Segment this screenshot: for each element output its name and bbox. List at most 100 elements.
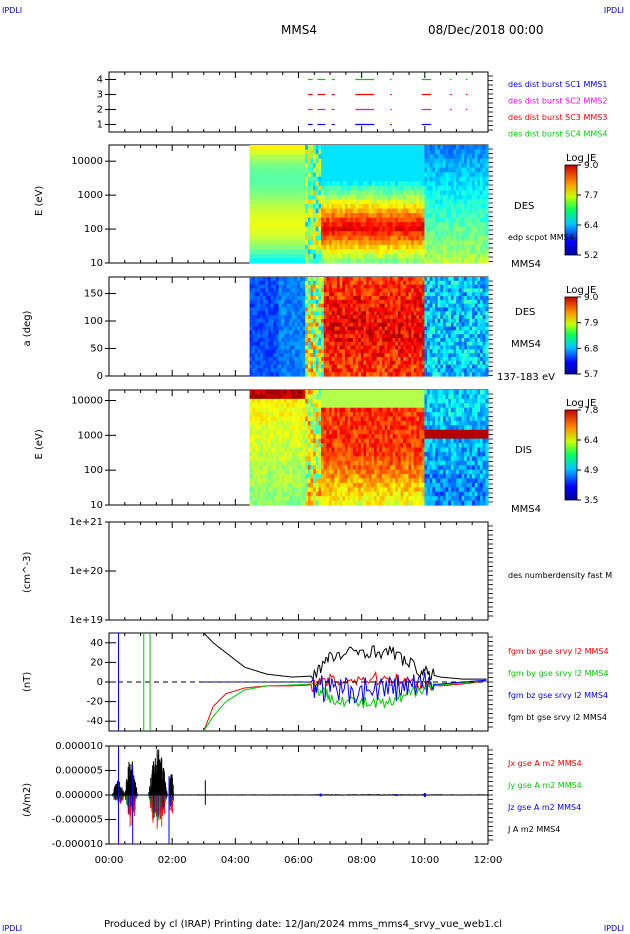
spectrogram-cell <box>482 185 486 191</box>
spectrogram-cell <box>294 176 298 182</box>
spectrogram-cell <box>347 311 351 316</box>
spectrogram-cell <box>482 167 486 173</box>
spectrogram-cell <box>453 341 457 347</box>
spectrogram-cell <box>482 194 486 201</box>
spectrogram-cell <box>265 222 269 228</box>
spectrogram-cell <box>432 149 436 155</box>
spectrogram-cell <box>283 368 288 373</box>
spectrogram-cell <box>363 154 367 160</box>
spectrogram-cell <box>350 244 354 250</box>
spectrogram-cell <box>291 244 296 250</box>
spectrogram-cell <box>270 345 274 350</box>
spectrogram-cell <box>474 199 478 205</box>
spectrogram-cell <box>363 231 367 237</box>
spectrogram-cell <box>450 303 455 309</box>
spectrogram-cell <box>379 356 383 362</box>
spectrogram-cell <box>313 194 317 201</box>
spectrogram-cell <box>472 167 476 173</box>
spectrogram-cell <box>305 235 309 241</box>
spectrogram-cell <box>382 244 386 250</box>
spectrogram-cell <box>379 315 383 320</box>
spectrogram-cell <box>403 356 407 362</box>
spectrogram-cell <box>289 330 293 335</box>
spectrogram-cell <box>474 288 478 293</box>
spectrogram-cell <box>355 318 359 324</box>
spectrogram-cell <box>440 154 444 160</box>
spectrogram-cell <box>336 253 341 260</box>
spectrogram-cell <box>395 353 399 358</box>
spectrogram-cell <box>270 258 274 264</box>
spectrogram-cell <box>329 277 333 282</box>
spectrogram-cell <box>313 360 317 366</box>
spectrogram-cell <box>464 258 468 264</box>
spectrogram-cell <box>286 172 290 178</box>
spectrogram-cell <box>440 353 444 358</box>
spectrogram-cell <box>358 190 362 196</box>
spectrogram-cell <box>276 253 280 260</box>
spectrogram-cell <box>366 372 370 377</box>
spectrogram-cell <box>432 226 436 232</box>
spectrogram-cell <box>392 360 396 366</box>
spectrogram-cell <box>336 149 341 155</box>
spectrogram-cell <box>286 292 290 297</box>
spectrogram-cell <box>480 235 484 241</box>
spectrogram-cell <box>440 258 444 264</box>
spectrogram-cell <box>339 303 343 309</box>
spectrogram-cell <box>334 334 338 339</box>
spectrogram-cell <box>461 222 465 228</box>
spectrogram-cell <box>413 253 418 260</box>
spectrogram-cell <box>310 149 314 155</box>
spectrogram-cell <box>249 226 253 232</box>
spectrogram-cell <box>307 231 312 237</box>
spectrogram-cell <box>321 181 325 187</box>
spectrogram-cell <box>405 181 410 187</box>
spectrogram-cell <box>416 244 420 250</box>
spectrogram-cell <box>276 235 280 241</box>
spectrogram-cell <box>299 360 304 366</box>
spectrogram-cell <box>254 253 259 260</box>
spectrogram-cell <box>289 315 293 320</box>
spectrogram-cell <box>416 315 420 320</box>
spectrogram-cell <box>360 330 365 335</box>
spectrogram-cell <box>265 199 269 205</box>
spectrogram-cell <box>339 217 343 223</box>
spectrogram-cell <box>472 208 476 214</box>
spectrogram-cell <box>286 326 290 331</box>
spectrogram-cell <box>461 360 465 366</box>
spectrogram-cell <box>408 253 412 260</box>
spectrogram-cell <box>453 372 457 377</box>
spectrogram-cell <box>286 235 290 241</box>
spectrogram-cell <box>355 172 359 178</box>
spectrogram-cell <box>421 176 426 182</box>
spectrogram-cell <box>397 311 402 316</box>
spectrogram-cell <box>382 303 386 309</box>
spectrogram-cell <box>445 240 449 246</box>
spectrogram-cell <box>342 145 346 151</box>
spectrogram-cell <box>294 341 298 347</box>
spectrogram-cell <box>432 249 436 255</box>
spectrogram-cell <box>477 292 481 297</box>
spectrogram-cell <box>294 353 298 358</box>
spectrogram-cell <box>384 244 388 250</box>
spectrogram-cell <box>318 288 322 293</box>
spectrogram-cell <box>440 368 444 373</box>
spectrogram-cell <box>305 213 309 219</box>
spectrogram-cell <box>339 337 343 343</box>
spectrogram-cell <box>260 208 264 214</box>
spectrogram-cell <box>249 372 253 377</box>
spectrogram-cell <box>291 172 296 178</box>
spectrogram-cell <box>350 154 354 160</box>
spectrogram-cell <box>305 334 309 339</box>
spectrogram-cell <box>469 345 473 350</box>
spectrogram-cell <box>297 322 301 328</box>
spectrogram-cell <box>302 330 306 335</box>
spectrogram-cell <box>416 199 420 205</box>
spectrogram-cell <box>368 240 373 246</box>
spectrogram-cell <box>424 356 428 362</box>
spectrogram-cell <box>469 353 473 358</box>
spectrogram-cell <box>464 167 468 173</box>
spectrogram-cell <box>421 356 426 362</box>
spectrogram-cell <box>260 303 264 309</box>
spectrogram-cell <box>265 356 269 362</box>
spectrogram-cell <box>283 181 288 187</box>
